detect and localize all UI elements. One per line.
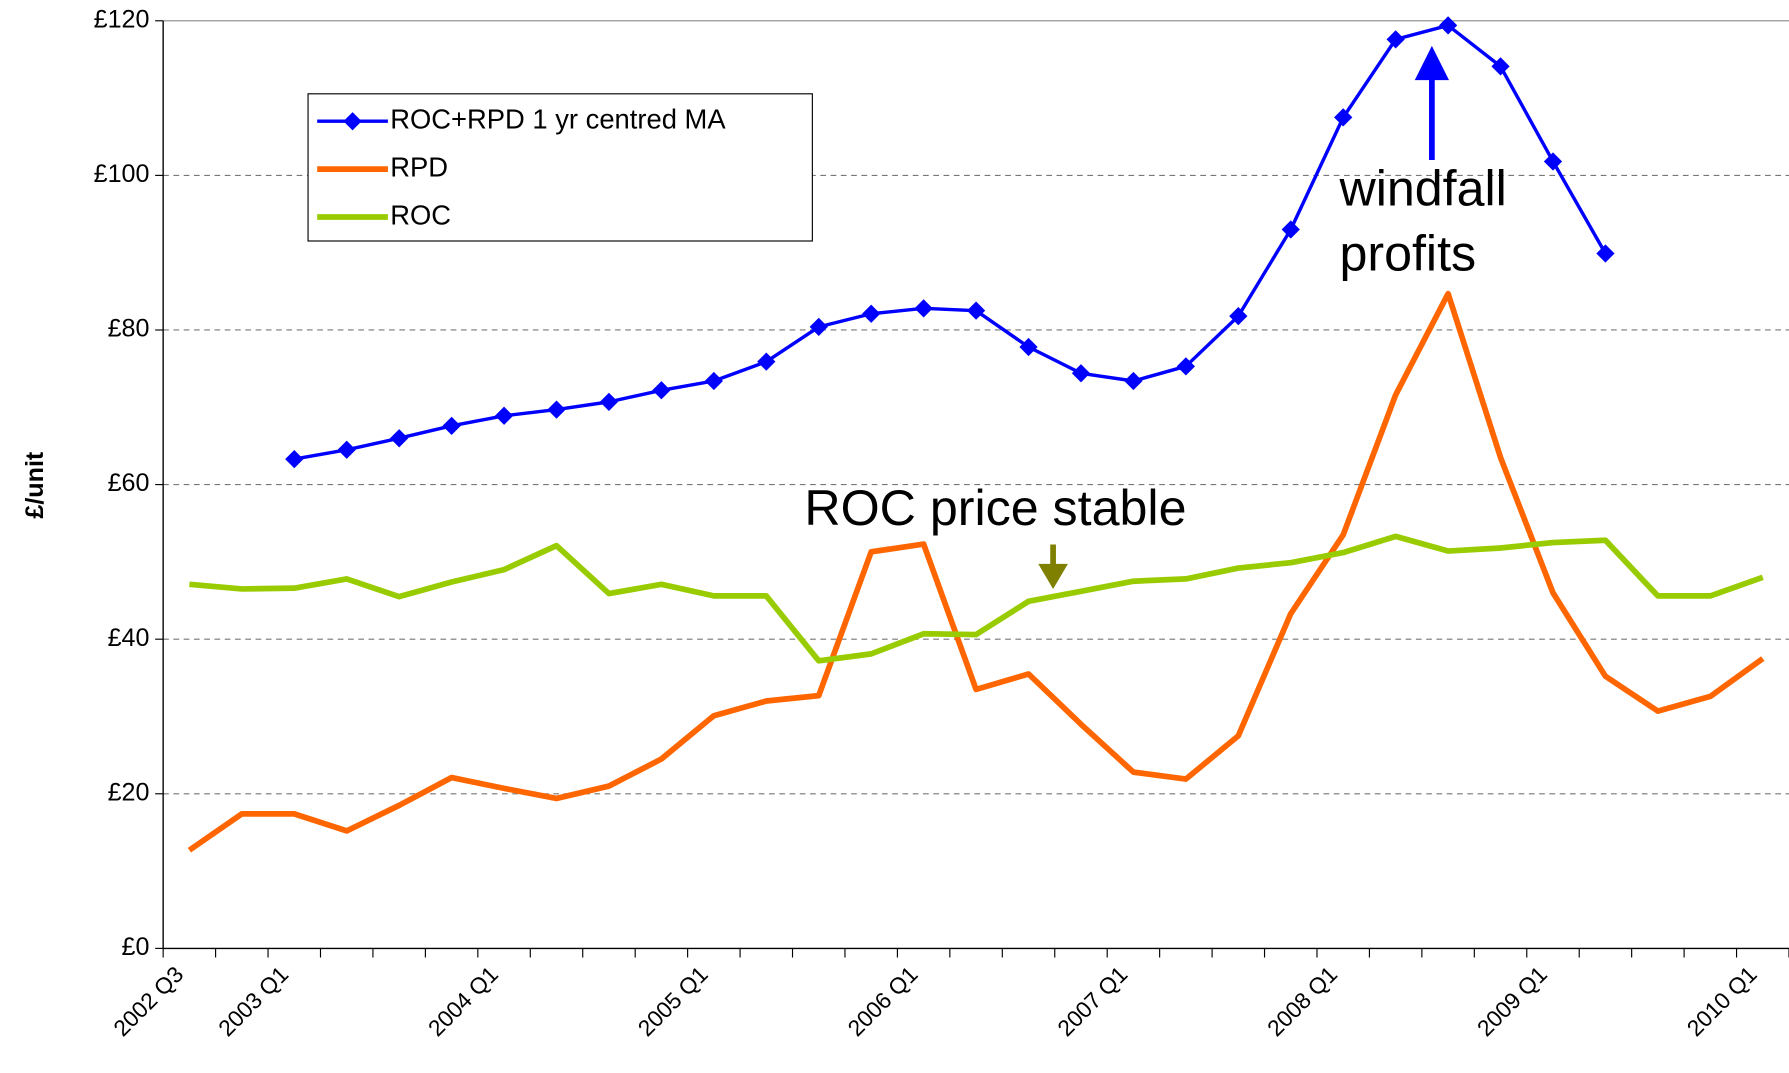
x-tick-label: 2006 Q1 <box>842 961 922 1041</box>
y-tick-label: £40 <box>108 624 150 652</box>
marker <box>1386 30 1405 49</box>
y-tick-label: £0 <box>122 933 150 961</box>
marker <box>494 406 514 425</box>
annotation: profits <box>1339 226 1476 282</box>
marker <box>390 429 409 448</box>
legend-marker <box>343 112 362 131</box>
legend-label: RPD <box>390 151 448 182</box>
marker <box>1229 306 1248 326</box>
marker <box>599 392 619 412</box>
marker <box>1071 364 1091 383</box>
marker <box>652 381 671 400</box>
legend-label: ROC+RPD 1 yr centred MA <box>390 103 726 134</box>
marker <box>1596 244 1615 263</box>
annotation: ROC price stable <box>804 480 1186 536</box>
marker <box>442 416 461 435</box>
y-tick-label: £20 <box>108 778 150 806</box>
marker <box>966 301 986 320</box>
marker <box>862 304 881 323</box>
marker <box>1334 108 1353 127</box>
marker <box>1124 371 1143 391</box>
x-tick-label: 2010 Q1 <box>1682 961 1762 1041</box>
x-tick-label: 2005 Q1 <box>633 961 713 1041</box>
marker <box>809 317 828 337</box>
x-tick-label: 2003 Q1 <box>213 961 293 1041</box>
x-tick-label: 2004 Q1 <box>423 961 503 1041</box>
y-axis-label: £/unit <box>21 451 49 519</box>
y-tick-label: £80 <box>108 315 150 343</box>
x-tick-label: 2007 Q1 <box>1052 961 1132 1041</box>
marker <box>1176 357 1195 376</box>
annotation: windfall <box>1338 161 1506 217</box>
annotation-arrowhead <box>1038 563 1068 589</box>
marker <box>914 299 933 318</box>
legend-label: ROC <box>390 199 451 230</box>
legend-box <box>307 93 813 242</box>
y-tick-label: £120 <box>94 5 150 33</box>
series-line <box>293 23 1607 461</box>
marker <box>1543 152 1563 171</box>
marker <box>337 440 356 459</box>
series-line <box>189 533 1764 664</box>
marker <box>285 449 304 469</box>
x-tick-label: 2002 Q3 <box>108 961 188 1041</box>
marker <box>757 352 776 371</box>
x-tick-label: 2008 Q1 <box>1262 961 1342 1041</box>
marker <box>1281 220 1300 239</box>
series-line <box>187 290 1765 853</box>
annotation-arrowhead <box>1414 45 1449 81</box>
y-tick-label: £60 <box>108 469 150 497</box>
marker <box>547 400 566 419</box>
x-tick-label: 2009 Q1 <box>1472 961 1552 1041</box>
y-tick-label: £100 <box>94 160 150 188</box>
marker <box>704 371 723 391</box>
